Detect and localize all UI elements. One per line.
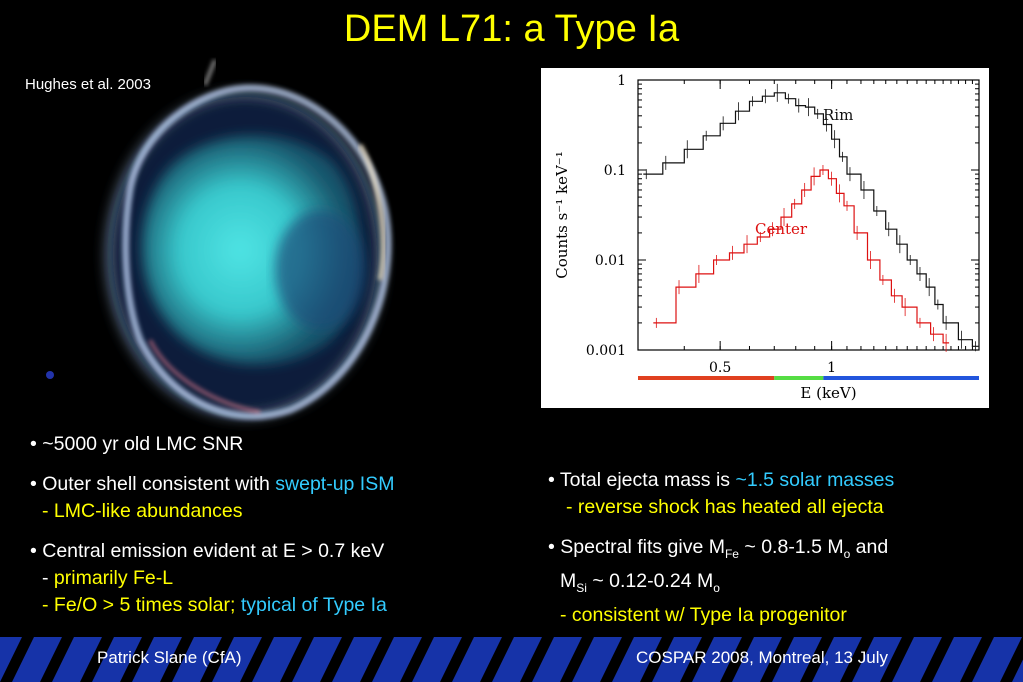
spectrum-plot: 1 0.1 0.01 0.001 0.5 1 E (keV) Counts s⁻¹ keV⁻¹… xyxy=(541,68,989,408)
snr-image xyxy=(46,59,392,425)
y-tick-label: 0.1 xyxy=(604,163,626,179)
bullet-outer-shell: • Outer shell consistent with swept-up I… xyxy=(30,473,395,522)
footer-conference: COSPAR 2008, Montreal, 13 July xyxy=(636,648,888,667)
slide-title: DEM L71: a Type Ia xyxy=(343,8,680,50)
x-axis-label: E (keV) xyxy=(800,384,856,402)
series-rim-line xyxy=(643,92,979,347)
bullet-age: • ~5000 yr old LMC SNR xyxy=(30,433,244,455)
footer-author: Patrick Slane (CfA) xyxy=(97,648,242,667)
series-center-line xyxy=(653,169,950,344)
x-tick-label: 1 xyxy=(827,360,836,376)
y-tick-label: 0.001 xyxy=(586,343,626,359)
footer-band xyxy=(0,637,1023,682)
energy-band-1 xyxy=(638,376,775,380)
y-tick-label: 1 xyxy=(617,73,626,89)
right-bullets: • Total ejecta mass is ~1.5 solar masses… xyxy=(548,467,1018,642)
y-axis-label: Counts s⁻¹ keV⁻¹ xyxy=(553,151,571,278)
energy-band-2 xyxy=(774,376,824,380)
series-label-rim: Rim xyxy=(823,106,853,124)
x-tick-label: 0.5 xyxy=(709,360,731,376)
spectrum-chart: 1 0.1 0.01 0.001 0.5 1 E (keV) Counts s⁻¹ keV⁻¹… xyxy=(553,73,980,402)
bullet-ejecta-mass: • Total ejecta mass is ~1.5 solar masses… xyxy=(548,469,895,518)
left-bullets: • ~5000 yr old LMC SNR • Outer shell con… xyxy=(30,431,500,632)
bullet-central-emission: • Central emission evident at E > 0.7 ke… xyxy=(30,540,387,616)
y-tick-label: 0.01 xyxy=(595,253,626,269)
series-label-center: Center xyxy=(755,220,808,238)
image-credit: Hughes et al. 2003 xyxy=(25,76,151,93)
plot-frame xyxy=(637,79,980,351)
energy-band-3 xyxy=(823,376,979,380)
bullet-spectral-fits: • Spectral fits give MFe ~ 0.8-1.5 Mo an… xyxy=(548,536,889,626)
